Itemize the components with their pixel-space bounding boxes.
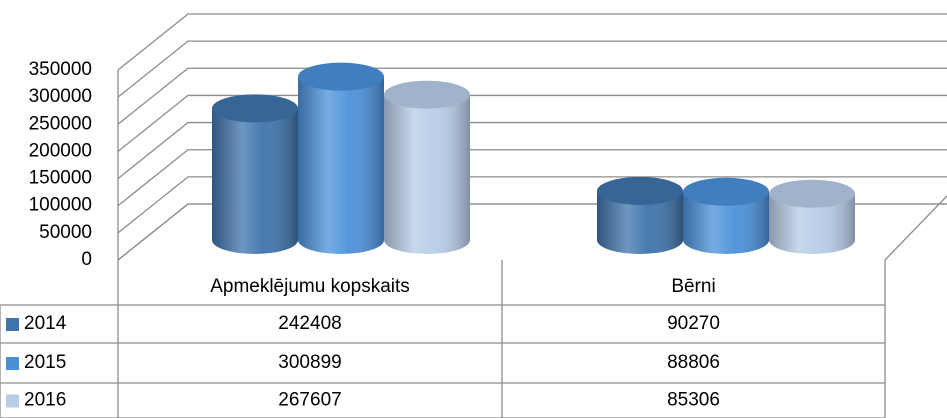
legend-label: 2016 xyxy=(24,390,66,411)
grid-line xyxy=(117,94,947,152)
cylinder-top xyxy=(212,94,298,123)
category-label: Bērni xyxy=(671,276,715,297)
cylinder-top xyxy=(298,62,384,91)
cylinder-top xyxy=(597,176,683,205)
table-value: 267607 xyxy=(278,390,341,411)
y-tick-label: 100000 xyxy=(29,195,92,216)
legend-label: 2015 xyxy=(24,352,66,373)
cylinder xyxy=(384,80,470,254)
y-tick-label: 250000 xyxy=(29,113,92,134)
cylinder-shade xyxy=(384,94,470,254)
table-grid xyxy=(0,260,886,418)
cylinder xyxy=(212,94,298,254)
category-label: Apmeklējumu kopskaits xyxy=(210,276,410,297)
cylinder-top xyxy=(683,177,769,206)
grid-line xyxy=(117,149,947,207)
legend-swatch xyxy=(6,394,19,408)
grid-line xyxy=(117,176,947,234)
chart-walls: 0 50000 100000 150000 200000 250000 300000 3500… xyxy=(29,13,947,270)
grid-line xyxy=(117,13,947,71)
table-value: 88806 xyxy=(667,352,720,373)
grid-line xyxy=(117,67,947,125)
cylinder-shade xyxy=(683,191,769,254)
cylinder-top-shade xyxy=(683,177,769,206)
y-tick-label: 200000 xyxy=(29,140,92,161)
y-tick-label: 300000 xyxy=(29,86,92,107)
grid-line xyxy=(117,121,947,180)
cylinder-shade xyxy=(212,108,298,254)
cylinder-shade xyxy=(769,193,855,254)
cylinder-top-shade xyxy=(597,176,683,205)
y-tick-label: 350000 xyxy=(29,59,92,80)
table-value: 242408 xyxy=(278,313,341,334)
cylinder xyxy=(683,177,769,254)
legend-swatch xyxy=(6,318,19,331)
y-tick-label: 150000 xyxy=(29,168,92,189)
cylinder-shade xyxy=(597,190,683,254)
cylinder xyxy=(298,62,384,254)
cylinder-top-shade xyxy=(298,62,384,91)
cylinder xyxy=(597,176,683,254)
cylinder-top-shade xyxy=(769,179,855,208)
cylinder xyxy=(769,179,855,254)
cylinder-top-shade xyxy=(384,80,470,109)
table-value: 90270 xyxy=(667,313,720,334)
table-value: 300899 xyxy=(278,352,341,373)
cylinder-top xyxy=(384,80,470,109)
y-tick-label: 50000 xyxy=(39,222,92,243)
cylinder-shade xyxy=(298,76,384,254)
y-tick-label: 0 xyxy=(81,249,92,270)
table-value: 85306 xyxy=(667,390,720,411)
cylinder-top xyxy=(769,179,855,208)
cylinder-top-shade xyxy=(212,94,298,123)
grid-line xyxy=(117,40,947,98)
plot xyxy=(212,62,855,254)
data-table: Apmeklējumu kopskaits Bērni 2014 242408 9027… xyxy=(0,260,886,418)
legend-swatch xyxy=(6,357,19,370)
legend-label: 2014 xyxy=(24,313,67,334)
